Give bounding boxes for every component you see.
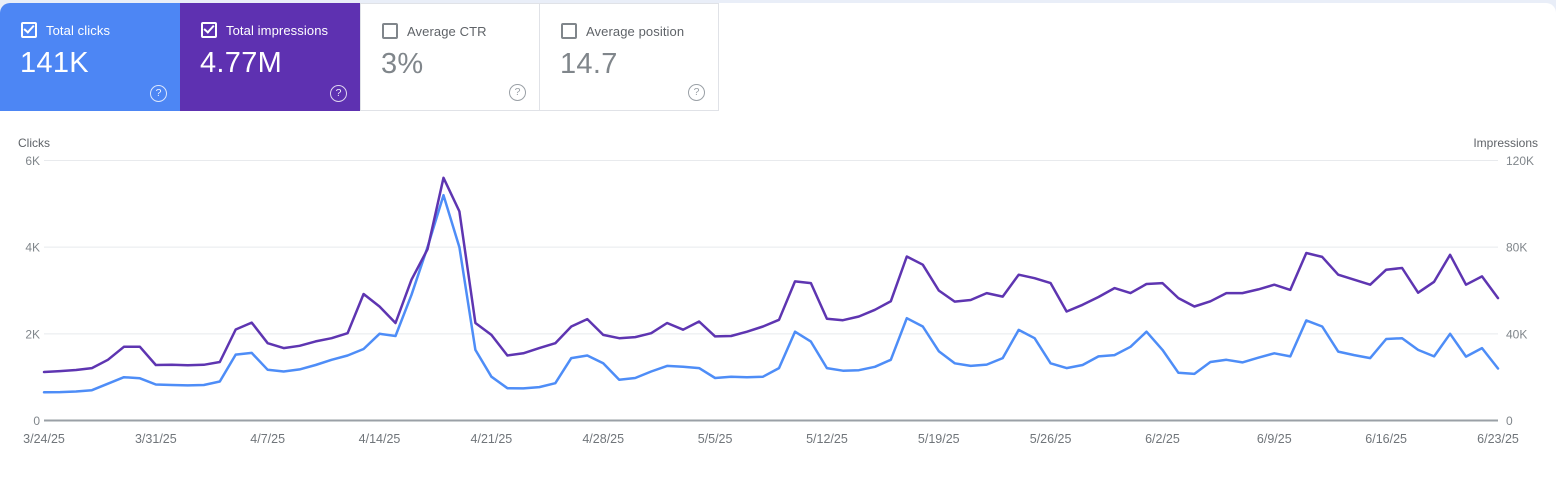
metric-label: Total clicks <box>46 22 111 38</box>
left-axis-tick-label: 4K <box>25 241 40 255</box>
left-axis-tick-label: 0 <box>33 414 40 428</box>
x-axis-date-label: 5/5/25 <box>698 432 733 446</box>
x-axis-date-label: 4/14/25 <box>359 432 401 446</box>
right-axis-tick-label: 0 <box>1506 414 1513 428</box>
metric-label: Average CTR <box>407 23 487 39</box>
x-axis-date-label: 3/24/25 <box>23 432 65 446</box>
metric-value: 3% <box>381 48 424 80</box>
metric-cards-row: Total clicks 141K ? Total impressions 4.… <box>0 3 719 111</box>
x-axis-date-label: 5/26/25 <box>1030 432 1072 446</box>
right-axis-title: Impressions <box>1473 136 1538 150</box>
right-axis-tick-label: 120K <box>1506 154 1534 168</box>
metric-label: Total impressions <box>226 22 329 38</box>
checkbox-checked-icon[interactable] <box>21 22 37 38</box>
x-axis-date-label: 6/9/25 <box>1257 432 1292 446</box>
series-line-total-impressions <box>42 176 1500 374</box>
right-axis-tick-label: 40K <box>1506 327 1527 341</box>
checkbox-unchecked-icon[interactable] <box>561 23 577 39</box>
checkbox-unchecked-icon[interactable] <box>382 23 398 39</box>
left-axis-tick-label: 6K <box>25 154 40 168</box>
x-axis-date-label: 6/16/25 <box>1365 432 1407 446</box>
series-line-total-clicks <box>42 193 1500 394</box>
metric-card-average-position[interactable]: Average position 14.7 ? <box>539 3 719 111</box>
metric-value: 4.77M <box>200 47 283 79</box>
metric-value: 141K <box>20 47 89 79</box>
metric-card-header: Average CTR <box>361 4 539 39</box>
x-axis-date-label: 4/21/25 <box>471 432 513 446</box>
metric-card-total-clicks[interactable]: Total clicks 141K ? <box>0 3 180 111</box>
left-axis-tick-label: 2K <box>25 327 40 341</box>
help-icon[interactable]: ? <box>688 84 705 101</box>
metric-card-header: Average position <box>540 4 718 39</box>
help-icon[interactable]: ? <box>150 85 167 102</box>
performance-chart[interactable]: 0 2K 4K 6K 0 40K 80K 120K Clicks Impressions 3/24/… <box>0 130 1556 477</box>
x-axis-date-label: 6/2/25 <box>1145 432 1180 446</box>
x-axis-date-label: 4/28/25 <box>582 432 624 446</box>
x-axis-date-label: 5/19/25 <box>918 432 960 446</box>
left-axis-title: Clicks <box>18 136 50 150</box>
metric-card-total-impressions[interactable]: Total impressions 4.77M ? <box>180 3 360 111</box>
metric-card-header: Total clicks <box>0 3 180 38</box>
metric-value: 14.7 <box>560 48 618 80</box>
right-axis-tick-label: 80K <box>1506 241 1527 255</box>
help-icon[interactable]: ? <box>330 85 347 102</box>
x-axis-date-label: 4/7/25 <box>250 432 285 446</box>
x-axis-date-label: 3/31/25 <box>135 432 177 446</box>
help-icon[interactable]: ? <box>509 84 526 101</box>
x-axis-date-label: 5/12/25 <box>806 432 848 446</box>
metric-label: Average position <box>586 23 685 39</box>
metric-card-average-ctr[interactable]: Average CTR 3% ? <box>360 3 540 111</box>
metric-card-header: Total impressions <box>180 3 360 38</box>
x-axis-date-label: 6/23/25 <box>1477 432 1519 446</box>
checkbox-checked-icon[interactable] <box>201 22 217 38</box>
performance-chart-svg[interactable]: 0 2K 4K 6K 0 40K 80K 120K Clicks Impressions 3/24/… <box>0 130 1556 477</box>
